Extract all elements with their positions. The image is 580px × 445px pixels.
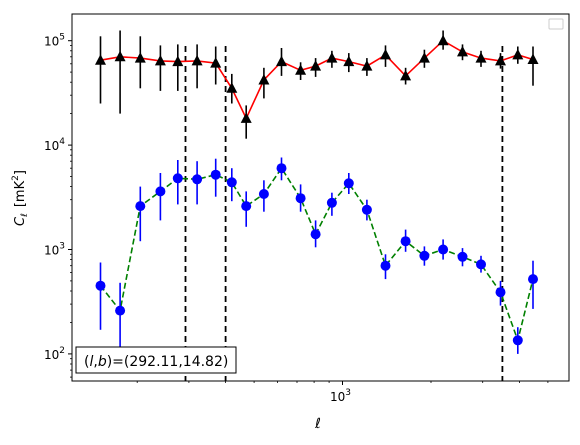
markers xyxy=(95,34,539,346)
circle-marker xyxy=(155,186,166,197)
circle-marker xyxy=(135,201,146,212)
triangle-marker xyxy=(258,74,270,85)
x-tick-label: 103 xyxy=(330,388,351,404)
plot-frame xyxy=(71,13,570,382)
legend-box xyxy=(548,18,564,30)
y-tick-label: 102 xyxy=(44,346,65,362)
annotation-box: (l,b)=(292.11,14.82) xyxy=(75,346,237,374)
triangle-marker xyxy=(418,52,430,63)
circle-marker xyxy=(361,204,372,215)
triangle-marker xyxy=(191,54,203,66)
triangle-marker xyxy=(210,57,222,68)
annotation-text: (l,b)=(292.11,14.82) xyxy=(84,354,228,370)
circle-marker xyxy=(258,189,269,199)
triangle-marker xyxy=(475,52,487,63)
triangle-marker xyxy=(114,50,126,62)
triangle-marker xyxy=(95,54,106,65)
circle-marker xyxy=(438,244,449,255)
triangle-marker xyxy=(343,55,355,67)
triangle-marker xyxy=(134,52,146,63)
circle-marker xyxy=(457,251,468,262)
circle-marker xyxy=(172,173,183,184)
triangle-marker xyxy=(326,52,338,63)
circle-marker xyxy=(115,305,126,316)
triangle-marker xyxy=(295,64,307,75)
circle-marker xyxy=(226,177,237,188)
circle-marker xyxy=(400,236,411,247)
triangle-marker xyxy=(527,53,539,64)
circle-marker xyxy=(192,174,203,185)
y-tick-label: 105 xyxy=(44,33,65,49)
triangle-marker xyxy=(310,60,322,71)
circle-marker xyxy=(241,201,252,212)
circle-marker xyxy=(512,335,523,346)
circle-marker xyxy=(276,163,287,174)
triangle-marker xyxy=(172,55,184,67)
circle-marker xyxy=(95,280,106,291)
circle-marker xyxy=(476,259,486,270)
triangle-marker xyxy=(495,54,506,66)
triangle-marker xyxy=(437,34,449,46)
y-axis-ticks: 102 103 104 105 xyxy=(44,33,72,378)
triangle-marker xyxy=(380,48,391,60)
vertical-dashed-lines xyxy=(184,46,504,381)
y-tick-label: 103 xyxy=(44,242,65,258)
circle-marker xyxy=(295,193,306,204)
circle-marker xyxy=(419,250,430,261)
triangle-marker xyxy=(154,54,166,66)
circle-marker xyxy=(380,260,391,271)
triangle-marker xyxy=(457,45,468,57)
circle-marker xyxy=(343,178,354,189)
circle-marker xyxy=(310,229,321,240)
x-axis-label: ℓ xyxy=(314,416,321,432)
x-axis-ticks: 103 xyxy=(136,381,549,404)
triangle-marker xyxy=(361,60,373,71)
circle-marker xyxy=(210,169,221,180)
plot-background xyxy=(72,14,569,381)
triangle-marker xyxy=(512,48,524,60)
triangle-marker xyxy=(226,82,238,93)
circle-marker xyxy=(326,197,337,208)
triangle-marker xyxy=(240,112,252,123)
circle-marker xyxy=(495,287,506,298)
y-tick-label: 104 xyxy=(44,137,65,153)
triangle-marker xyxy=(276,55,287,67)
y-axis-label: Cℓ[mK2] xyxy=(11,170,30,226)
circle-marker xyxy=(528,274,538,285)
triangle-marker xyxy=(400,69,412,81)
